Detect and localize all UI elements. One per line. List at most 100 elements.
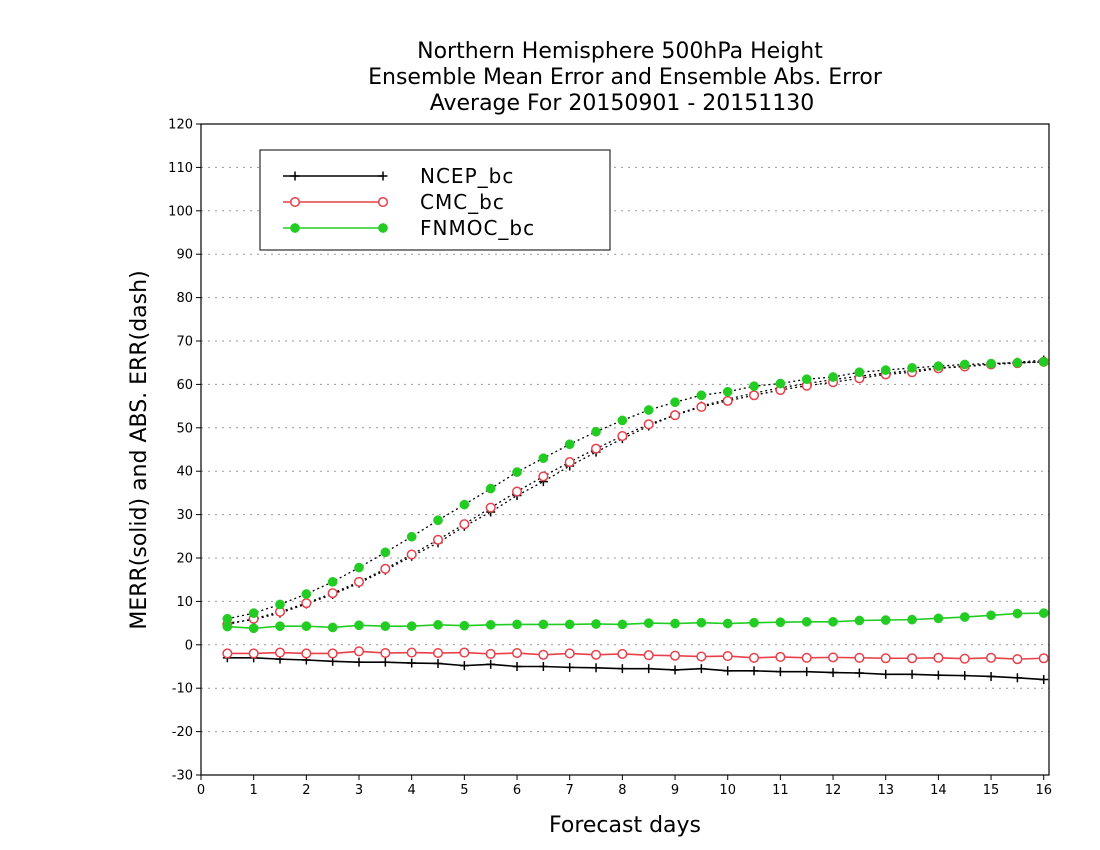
merr-point-cmc-bc (907, 653, 918, 664)
grid (201, 166, 1049, 733)
x-tick-label: 13 (877, 783, 894, 798)
y-tick-label: 10 (176, 595, 193, 610)
y-tick-label: 30 (176, 508, 193, 523)
x-axis-label: Forecast days (549, 813, 701, 838)
merr-point-cmc-bc (1012, 654, 1023, 665)
merr-point-ncep-bc (354, 657, 364, 667)
merr-point-cmc-bc (353, 646, 365, 657)
legend-marker (289, 196, 301, 208)
merr-point-fnmoc-bc (591, 619, 601, 629)
merr-point-fnmoc-bc (907, 614, 917, 625)
abserr-point-cmc-bc (485, 502, 496, 513)
merr-point-fnmoc-bc (248, 623, 259, 634)
merr-point-fnmoc-bc (617, 619, 628, 630)
merr-point-cmc-bc (301, 648, 312, 659)
merr-point-ncep-bc (1039, 675, 1049, 685)
abserr-point-fnmoc-bc (828, 372, 838, 382)
merr-point-fnmoc-bc (1012, 608, 1023, 619)
merr-point-ncep-bc (907, 669, 917, 679)
merr-point-fnmoc-bc (933, 613, 944, 624)
merr-point-fnmoc-bc (986, 610, 996, 621)
series-fnmoc-bc-abserr (222, 356, 1049, 624)
merr-point-fnmoc-bc (485, 619, 496, 630)
abserr-point-cmc-bc (511, 486, 523, 497)
abserr-point-fnmoc-bc (406, 531, 417, 542)
merr-point-fnmoc-bc (380, 621, 391, 631)
abserr-point-cmc-bc (459, 519, 470, 530)
merr-point-ncep-bc (538, 662, 548, 671)
legend-marker (378, 171, 388, 181)
abserr-point-fnmoc-bc (722, 386, 733, 397)
merr-point-cmc-bc (617, 648, 628, 659)
merr-point-fnmoc-bc (670, 618, 680, 629)
merr-point-fnmoc-bc (275, 621, 285, 631)
merr-point-fnmoc-bc (459, 620, 470, 631)
abserr-point-cmc-bc (432, 534, 444, 545)
merr-point-ncep-bc (986, 671, 996, 681)
legend-label: CMC_bc (420, 190, 505, 214)
merr-point-cmc-bc (511, 647, 523, 659)
legend-entry-fnmoc-bc: FNMOC_bc (283, 216, 534, 240)
merr-point-ncep-bc (670, 665, 680, 675)
merr-point-cmc-bc (986, 652, 997, 663)
merr-point-fnmoc-bc (643, 618, 654, 628)
abserr-point-fnmoc-bc (301, 589, 312, 599)
abserr-point-fnmoc-bc (275, 599, 285, 610)
merr-point-cmc-bc (538, 649, 549, 660)
x-tick-label: 4 (408, 783, 416, 798)
abserr-point-cmc-bc (722, 395, 733, 406)
x-tick-label: 14 (930, 783, 947, 798)
merr-point-ncep-bc (775, 667, 785, 677)
y-tick-label: 110 (168, 161, 193, 176)
abserr-point-fnmoc-bc (696, 390, 707, 401)
x-tick-label: 6 (513, 783, 521, 798)
abserr-point-fnmoc-bc (959, 359, 970, 370)
abserr-point-cmc-bc (696, 401, 707, 413)
y-tick-label: 40 (176, 465, 193, 480)
merr-point-fnmoc-bc (354, 620, 364, 631)
merr-point-cmc-bc (854, 652, 865, 663)
series-ncep-bc-merr (222, 653, 1049, 685)
legend-marker (290, 171, 300, 181)
merr-line-cmc-bc (227, 650, 1044, 660)
merr-point-cmc-bc (696, 651, 707, 662)
merr-line-fnmoc-bc (227, 612, 1044, 630)
abserr-point-fnmoc-bc (749, 381, 759, 391)
merr-point-cmc-bc (880, 653, 891, 664)
x-tick-label: 11 (772, 783, 789, 798)
abserr-point-fnmoc-bc (986, 358, 996, 369)
y-tick-label: 80 (176, 291, 193, 306)
legend-box (259, 149, 611, 251)
y-tick-label: 50 (176, 421, 193, 436)
legend-marker (290, 223, 300, 233)
y-tick-label: 70 (176, 335, 193, 350)
legend-label: NCEP_bc (420, 164, 514, 188)
merr-point-fnmoc-bc (327, 622, 338, 633)
merr-point-ncep-bc (433, 658, 443, 668)
abserr-point-fnmoc-bc (801, 374, 812, 385)
merr-point-cmc-bc (801, 652, 812, 663)
abserr-point-cmc-bc (748, 390, 760, 401)
x-tick-label: 16 (1035, 783, 1052, 798)
abserr-line-ncep-bc (227, 359, 1044, 624)
merr-point-fnmoc-bc (722, 618, 733, 629)
merr-point-cmc-bc (274, 647, 286, 658)
y-tick-label: -30 (172, 769, 193, 784)
merr-point-fnmoc-bc (854, 615, 865, 626)
abserr-point-fnmoc-bc (538, 453, 549, 464)
y-tick-label: 60 (176, 378, 193, 393)
title-line-2: Ensemble Mean Error and Ensemble Abs. Er… (368, 65, 883, 90)
abserr-point-cmc-bc (643, 419, 654, 430)
merr-point-cmc-bc (669, 650, 681, 661)
merr-point-cmc-bc (327, 648, 338, 659)
abserr-point-cmc-bc (380, 563, 391, 574)
abserr-point-cmc-bc (301, 598, 312, 609)
abserr-point-fnmoc-bc (670, 397, 680, 408)
abserr-point-fnmoc-bc (643, 405, 654, 415)
merr-point-fnmoc-bc (959, 612, 970, 622)
merr-point-fnmoc-bc (433, 619, 443, 630)
merr-point-fnmoc-bc (828, 616, 838, 627)
merr-point-cmc-bc (775, 651, 786, 663)
